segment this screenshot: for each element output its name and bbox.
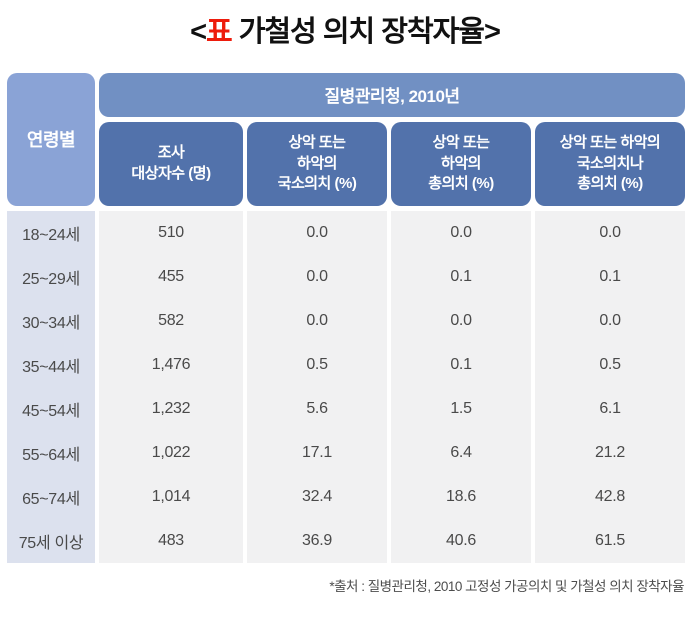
title-table-word: 표 bbox=[206, 16, 233, 48]
title-bracket-open: < bbox=[190, 16, 207, 48]
table-cell: 0.1 bbox=[599, 267, 621, 285]
partial-or-full-column: 0.0 0.1 0.0 0.5 6.1 21.2 42.8 61.5 bbox=[535, 210, 685, 563]
table-cell: 0.0 bbox=[306, 267, 328, 285]
age-cell: 25~29세 bbox=[22, 270, 80, 288]
survey-count-column: 510 455 582 1,476 1,232 1,022 1,014 483 bbox=[99, 210, 243, 563]
table-cell: 40.6 bbox=[446, 531, 476, 549]
age-column-header: 연령별 bbox=[7, 72, 95, 206]
title-text: 가철성 의치 장착자율 bbox=[231, 16, 485, 48]
table-cell: 0.0 bbox=[450, 311, 472, 329]
table-cell: 1.5 bbox=[450, 399, 472, 417]
table-cell: 0.1 bbox=[450, 267, 472, 285]
data-table: 연령별 질병관리청, 2010년 조사 대상자수 (명) 상악 또는 하악의 국… bbox=[7, 72, 685, 563]
column-header-survey-count: 조사 대상자수 (명) bbox=[99, 121, 243, 206]
table-cell: 17.1 bbox=[302, 443, 332, 461]
table-cell: 5.6 bbox=[306, 399, 328, 417]
age-cell: 55~64세 bbox=[22, 446, 80, 464]
table-cell: 582 bbox=[158, 311, 184, 329]
table-cell: 18.6 bbox=[446, 487, 476, 505]
table-body: 18~24세 25~29세 30~34세 35~44세 45~54세 55~64… bbox=[7, 210, 685, 563]
table-cell: 0.0 bbox=[306, 311, 328, 329]
table-header: 연령별 질병관리청, 2010년 조사 대상자수 (명) 상악 또는 하악의 국… bbox=[7, 72, 685, 206]
table-cell: 0.5 bbox=[599, 355, 621, 373]
column-header-partial-denture: 상악 또는 하악의 국소의치 (%) bbox=[247, 121, 387, 206]
table-cell: 1,476 bbox=[151, 355, 191, 373]
partial-denture-column: 0.0 0.0 0.0 0.5 5.6 17.1 32.4 36.9 bbox=[247, 210, 387, 563]
age-cell: 65~74세 bbox=[22, 490, 80, 508]
table-cell: 483 bbox=[158, 531, 184, 549]
table-cell: 6.1 bbox=[599, 399, 621, 417]
column-header-full-denture: 상악 또는 하악의 총의치 (%) bbox=[391, 121, 531, 206]
table-cell: 1,232 bbox=[151, 399, 191, 417]
table-cell: 0.0 bbox=[599, 223, 621, 241]
table-cell: 1,014 bbox=[151, 487, 191, 505]
table-title: <표 가철성 의치 장착자율> bbox=[0, 0, 690, 52]
table-cell: 0.0 bbox=[450, 223, 472, 241]
table-cell: 36.9 bbox=[302, 531, 332, 549]
table-cell: 0.1 bbox=[450, 355, 472, 373]
table-cell: 1,022 bbox=[151, 443, 191, 461]
age-cell: 30~34세 bbox=[22, 314, 80, 332]
title-bracket-close: > bbox=[483, 16, 501, 48]
table-cell: 0.5 bbox=[306, 355, 328, 373]
column-header-partial-or-full: 상악 또는 하악의 국소의치나 총의치 (%) bbox=[535, 121, 685, 206]
table-cell: 32.4 bbox=[302, 487, 332, 505]
table-cell: 455 bbox=[158, 267, 184, 285]
table-cell: 6.4 bbox=[450, 443, 472, 461]
table-cell: 510 bbox=[158, 223, 184, 241]
age-cell: 75세 이상 bbox=[18, 534, 84, 552]
table-cell: 61.5 bbox=[595, 531, 625, 549]
table-cell: 42.8 bbox=[595, 487, 625, 505]
age-cell: 35~44세 bbox=[22, 358, 80, 376]
source-note: *출처 : 질병관리청, 2010 고정성 가공의치 및 가철성 의치 장착자율 bbox=[329, 578, 684, 594]
age-cell: 45~54세 bbox=[22, 402, 80, 420]
table-cell: 0.0 bbox=[599, 311, 621, 329]
table-cell: 0.0 bbox=[306, 223, 328, 241]
full-denture-column: 0.0 0.1 0.0 0.1 1.5 6.4 18.6 40.6 bbox=[391, 210, 531, 563]
source-group-header: 질병관리청, 2010년 bbox=[99, 72, 685, 117]
age-column: 18~24세 25~29세 30~34세 35~44세 45~54세 55~64… bbox=[7, 210, 95, 563]
age-cell: 18~24세 bbox=[22, 226, 80, 244]
table-cell: 21.2 bbox=[595, 443, 625, 461]
